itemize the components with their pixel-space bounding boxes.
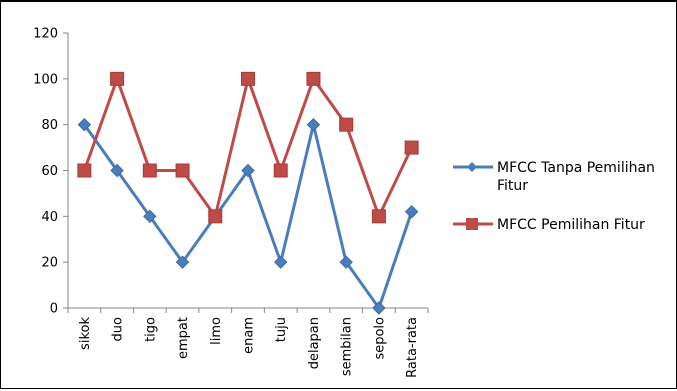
data-point-series-2	[404, 140, 419, 155]
data-point-series-2	[142, 163, 157, 178]
y-tick-label: 20	[41, 256, 58, 271]
y-tick-label: 120	[33, 27, 58, 42]
data-point-series-2	[339, 117, 354, 132]
x-category-label: delapan	[307, 317, 322, 369]
data-point-series-2	[306, 71, 321, 86]
x-category-label: Rata-rata	[405, 317, 420, 378]
data-point-series-2	[110, 71, 125, 86]
x-category-label: limo	[209, 317, 224, 345]
data-point-series-1	[404, 205, 419, 219]
data-point-series-1	[110, 163, 124, 178]
data-point-series-2	[241, 71, 255, 86]
x-category-label: duo	[111, 317, 126, 341]
x-category-label: tuju	[274, 317, 289, 342]
data-point-series-2	[371, 209, 386, 224]
series-line-1	[83, 123, 414, 310]
series-lines	[77, 71, 419, 315]
data-point-series-1	[372, 301, 386, 315]
legend-marker-2	[466, 218, 478, 230]
y-axis-ticks: 0 20 40 60 80 100 120	[33, 27, 68, 317]
x-category-label: sikok	[78, 317, 93, 350]
data-point-series-2	[273, 163, 288, 178]
data-point-series-2	[175, 163, 190, 178]
data-point-series-1	[77, 117, 92, 132]
data-point-series-1	[241, 163, 255, 178]
data-point-series-1	[143, 209, 157, 224]
x-category-label: empat	[176, 317, 191, 359]
x-category-label: tigo	[143, 317, 158, 342]
legend-label-2: MFCC Pemilihan Fitur	[497, 217, 645, 233]
data-point-series-1	[274, 255, 288, 269]
data-point-series-1	[175, 255, 190, 269]
x-category-label: sembilan	[340, 317, 355, 376]
data-point-series-1	[306, 117, 321, 132]
y-tick-label: 0	[50, 302, 58, 317]
y-tick-label: 100	[33, 72, 58, 87]
y-tick-label: 60	[41, 164, 58, 179]
data-point-series-1	[339, 255, 353, 269]
data-point-series-2	[208, 209, 223, 224]
y-tick-label: 80	[41, 118, 58, 133]
x-category-label: enam	[242, 317, 257, 354]
x-category-label: sepolo	[372, 317, 387, 360]
x-axis-ticks: sikok duo tigo empat limo enam tuju delapan semb…	[67, 308, 429, 378]
legend-label-1: MFCC Tanpa Pemilihan Fitur	[497, 160, 655, 194]
data-point-series-2	[77, 163, 92, 178]
y-tick-label: 40	[41, 210, 58, 225]
legend-marker-1	[467, 162, 477, 172]
legend: MFCC Tanpa Pemilihan Fitur MFCC Pemilihan …	[453, 160, 655, 233]
